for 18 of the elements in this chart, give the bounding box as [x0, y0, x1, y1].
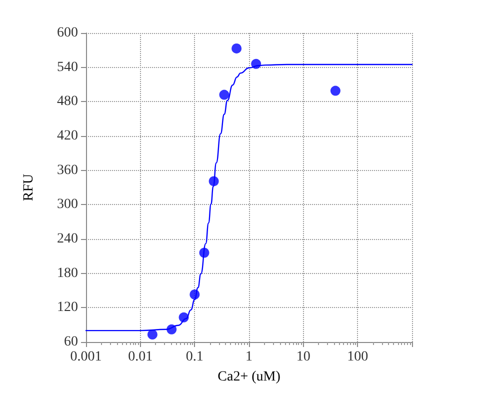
x-tick-label: 100 [347, 350, 368, 364]
y-tick-label: 60 [64, 334, 78, 350]
y-tick-label: 360 [57, 162, 78, 178]
y-axis-title: RFU [22, 174, 36, 202]
x-tick-label: 0.001 [70, 350, 102, 364]
y-tick-label: 480 [57, 94, 78, 110]
y-tick-label: 180 [57, 266, 78, 281]
x-tick-label: 0.01 [128, 350, 153, 364]
x-tick-label: 1 [246, 350, 252, 364]
y-tick-label: 120 [57, 300, 78, 316]
x-tick-label: 0.1 [186, 350, 204, 364]
y-tick-label: 540 [57, 60, 78, 75]
y-tick-label: 300 [57, 197, 78, 212]
y-tick-label: 420 [57, 128, 78, 144]
y-tick-label: 240 [57, 232, 78, 246]
x-axis-title: Ca2+ (uM) [218, 370, 281, 384]
x-tick-label: 10 [296, 350, 310, 364]
y-tick-label: 600 [57, 26, 78, 40]
